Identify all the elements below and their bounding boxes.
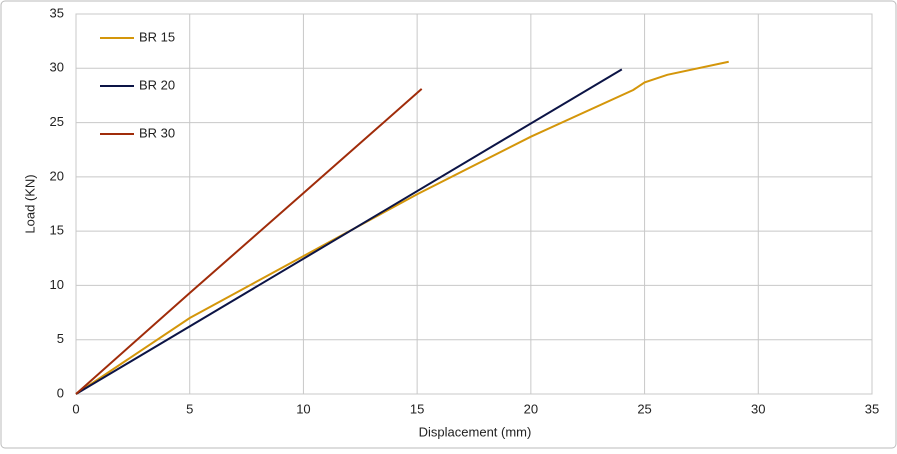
x-tick-label: 5 <box>186 401 193 416</box>
series-line <box>75 60 729 395</box>
x-tick-label: 25 <box>637 401 651 416</box>
series-line <box>75 88 423 395</box>
y-tick-label: 10 <box>50 277 64 292</box>
x-tick-label: 15 <box>410 401 424 416</box>
y-axis-label: Load (KN) <box>22 174 37 233</box>
series-line <box>75 68 623 395</box>
x-tick-label: 10 <box>296 401 310 416</box>
legend-label: BR 20 <box>139 77 175 92</box>
y-tick-label: 5 <box>57 331 64 346</box>
x-axis-label: Displacement (mm) <box>419 424 532 439</box>
legend-label: BR 15 <box>139 29 175 44</box>
x-tick-label: 35 <box>865 401 879 416</box>
x-tick-label: 0 <box>72 401 79 416</box>
y-tick-label: 20 <box>50 168 64 183</box>
y-tick-label: 35 <box>50 5 64 20</box>
x-tick-label: 20 <box>524 401 538 416</box>
y-tick-label: 0 <box>57 385 64 400</box>
y-tick-label: 25 <box>50 114 64 129</box>
x-tick-label: 30 <box>751 401 765 416</box>
y-tick-label: 15 <box>50 223 64 238</box>
legend-label: BR 30 <box>139 125 175 140</box>
y-tick-label: 30 <box>50 60 64 75</box>
